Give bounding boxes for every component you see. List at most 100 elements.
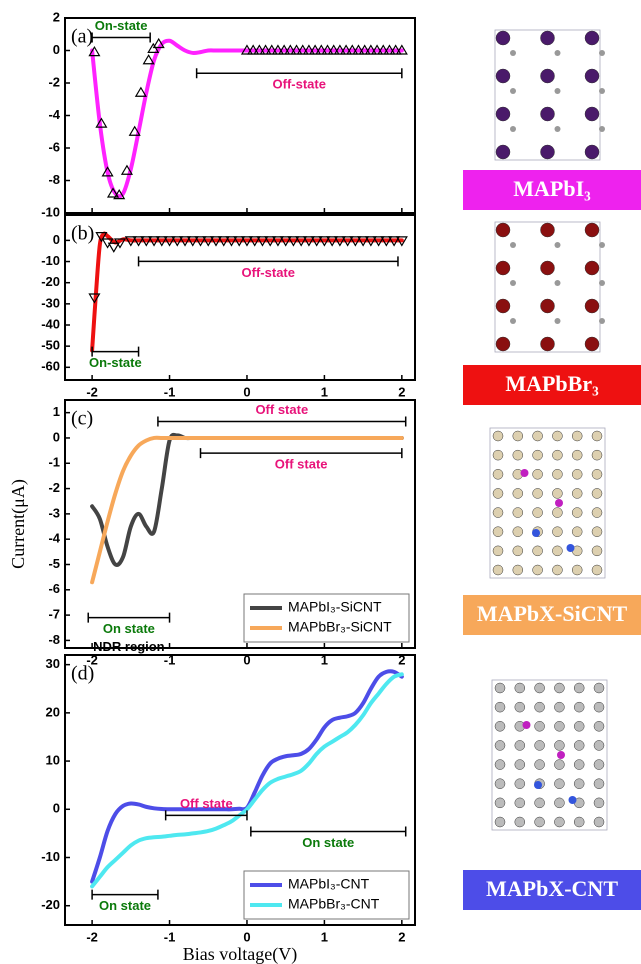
atom: [541, 107, 555, 121]
atom: [495, 721, 505, 731]
panel-label: (d): [71, 663, 94, 685]
atom: [554, 760, 564, 770]
atom: [510, 50, 516, 56]
atom: [592, 546, 602, 556]
series-line: [92, 234, 402, 351]
atom: [513, 527, 523, 537]
y-tick-label: -6: [48, 139, 60, 154]
y-tick-label: -1: [48, 455, 60, 470]
atom: [592, 527, 602, 537]
legend-label: MAPbI₃-CNT: [288, 876, 370, 892]
atom: [557, 751, 565, 759]
atom: [535, 721, 545, 731]
atom: [496, 107, 510, 121]
y-tick-label: -2: [48, 74, 60, 89]
atom: [552, 469, 562, 479]
atom: [533, 431, 543, 441]
atom: [585, 299, 599, 313]
atom: [599, 318, 605, 324]
atom: [495, 740, 505, 750]
y-tick-label: -20: [41, 274, 60, 289]
annotation: On state: [103, 621, 155, 636]
atom: [554, 779, 564, 789]
atom: [554, 702, 564, 712]
atom: [574, 760, 584, 770]
y-tick-label: 10: [46, 753, 60, 768]
panel: -8-7-6-5-4-3-2-101-2-1012Off stateOff st…: [8, 400, 415, 667]
atom: [554, 798, 564, 808]
y-tick-label: 0: [53, 429, 60, 444]
y-tick-label: -10: [41, 204, 60, 219]
x-tick-label: 1: [321, 384, 328, 399]
structure-cell: [495, 30, 600, 160]
atom: [533, 508, 543, 518]
atom: [513, 546, 523, 556]
atom: [574, 721, 584, 731]
atom: [592, 565, 602, 575]
atom: [493, 527, 503, 537]
structure-label: MAPbI₃: [513, 176, 591, 201]
atom: [574, 683, 584, 693]
plot-frame: [65, 18, 415, 213]
structure-label: MAPbX-SiCNT: [477, 601, 628, 626]
y-tick-label: 2: [53, 9, 60, 24]
y-tick-label: -30: [41, 295, 60, 310]
y-tick-label: 20: [46, 704, 60, 719]
x-tick-label: -2: [86, 929, 98, 944]
annotation: Off state: [180, 796, 233, 811]
atom: [510, 88, 516, 94]
atom: [541, 337, 555, 351]
structure-cell: [492, 680, 607, 830]
y-tick-label: -2: [48, 480, 60, 495]
y-tick-label: -10: [41, 849, 60, 864]
atom: [541, 261, 555, 275]
atom: [594, 760, 604, 770]
atom: [495, 760, 505, 770]
atom: [555, 88, 561, 94]
atom: [572, 450, 582, 460]
atom: [574, 817, 584, 827]
y-tick-label: 0: [53, 232, 60, 247]
y-tick-label: -7: [48, 607, 60, 622]
atom: [535, 702, 545, 712]
atom: [533, 546, 543, 556]
atom: [496, 31, 510, 45]
atom: [552, 565, 562, 575]
atom: [493, 469, 503, 479]
atom: [592, 450, 602, 460]
legend-label: MAPbBr₃-SiCNT: [288, 619, 392, 635]
atom: [495, 779, 505, 789]
x-tick-label: -1: [164, 929, 176, 944]
atom: [513, 565, 523, 575]
atom: [555, 126, 561, 132]
y-tick-label: -50: [41, 338, 60, 353]
panel-label: (b): [71, 223, 94, 245]
annotation: On-state: [95, 18, 148, 33]
atom: [495, 817, 505, 827]
annotation: NDR region: [93, 639, 165, 654]
series-line: [92, 674, 402, 886]
atom: [521, 469, 529, 477]
atom: [585, 69, 599, 83]
atom: [496, 69, 510, 83]
atom: [574, 702, 584, 712]
x-tick-label: 0: [243, 929, 250, 944]
atom: [515, 798, 525, 808]
x-tick-label: 0: [243, 384, 250, 399]
atom: [585, 31, 599, 45]
atom: [555, 499, 563, 507]
y-tick-label: 0: [53, 42, 60, 57]
atom: [493, 546, 503, 556]
atom: [599, 126, 605, 132]
y-tick-label: -5: [48, 556, 60, 571]
atom: [572, 565, 582, 575]
atom: [594, 817, 604, 827]
y-tick-label: -6: [48, 581, 60, 596]
atom: [555, 280, 561, 286]
y-tick-label: -8: [48, 172, 60, 187]
atom: [513, 488, 523, 498]
atom: [599, 242, 605, 248]
x-tick-label: -2: [86, 384, 98, 399]
atom: [493, 565, 503, 575]
atom: [515, 817, 525, 827]
